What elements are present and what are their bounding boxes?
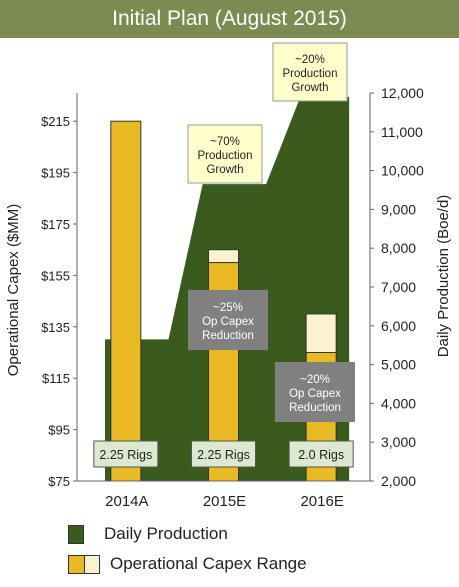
legend-item-capex: Operational Capex Range bbox=[68, 553, 307, 575]
rig-label-text: 2.0 Rigs bbox=[298, 448, 344, 462]
capex-range-2015E bbox=[208, 249, 239, 264]
callout-text: Op Capex bbox=[289, 388, 341, 400]
left-tick-label: $195 bbox=[41, 166, 70, 181]
callout-box bbox=[188, 290, 268, 350]
legend-item-production: Daily Production bbox=[68, 523, 228, 545]
left-tick-label: $175 bbox=[41, 217, 70, 232]
right-tick-label: 5,000 bbox=[381, 357, 416, 373]
right-tick-label: 7,000 bbox=[381, 279, 416, 295]
x-tick-label: 2016E bbox=[300, 493, 343, 510]
legend-label-production: Daily Production bbox=[104, 524, 228, 543]
left-axis-label: Operational Capex ($MM) bbox=[5, 204, 22, 377]
rig-label-text: 2.25 Rigs bbox=[99, 448, 152, 462]
chart-title: Initial Plan (August 2015) bbox=[0, 0, 459, 38]
callout-text: ~25% bbox=[213, 302, 243, 314]
callout-text: Reduction bbox=[202, 330, 254, 342]
callout-box bbox=[272, 42, 348, 102]
callout-box bbox=[187, 124, 263, 184]
left-tick-label: $135 bbox=[41, 320, 70, 335]
capex-bar-2014A bbox=[110, 120, 142, 482]
right-tick-label: 6,000 bbox=[381, 318, 416, 334]
left-tick-label: $95 bbox=[48, 423, 70, 438]
right-tick-label: 12,000 bbox=[381, 85, 424, 101]
callout-text: Growth bbox=[291, 82, 328, 94]
callout-text: ~20% bbox=[300, 374, 330, 386]
right-tick-label: 4,000 bbox=[381, 395, 416, 411]
capex-range-swatch bbox=[68, 554, 100, 574]
x-tick-label: 2015E bbox=[203, 493, 246, 510]
right-tick-label: 2,000 bbox=[381, 473, 416, 489]
rig-label-text: 2.25 Rigs bbox=[197, 448, 250, 462]
callout-box bbox=[275, 362, 355, 422]
left-tick-label: $155 bbox=[41, 268, 70, 283]
right-tick-label: 8,000 bbox=[381, 240, 416, 256]
right-tick-label: 3,000 bbox=[381, 434, 416, 450]
callout-text: Reduction bbox=[289, 402, 341, 414]
legend-label-capex: Operational Capex Range bbox=[110, 554, 307, 573]
right-tick-label: 11,000 bbox=[381, 124, 423, 140]
capex-range-light-swatch bbox=[84, 554, 100, 574]
callout-text: Growth bbox=[206, 164, 243, 176]
x-tick-label: 2014A bbox=[105, 493, 148, 510]
callout-text: Production bbox=[198, 150, 253, 162]
capex-range-2016E bbox=[305, 313, 337, 354]
right-axis-label: Daily Production (Boe/d) bbox=[435, 195, 452, 358]
left-tick-label: $115 bbox=[42, 371, 70, 386]
right-tick-label: 9,000 bbox=[381, 201, 416, 217]
callout-text: ~70% bbox=[210, 136, 240, 148]
production-swatch bbox=[68, 524, 84, 544]
callout-text: Production bbox=[283, 68, 338, 80]
callout-text: Op Capex bbox=[202, 316, 254, 328]
left-tick-label: $215 bbox=[41, 114, 70, 129]
rig-label-box bbox=[288, 440, 354, 468]
capex-swatch bbox=[68, 554, 84, 574]
rig-label-box bbox=[191, 440, 256, 468]
rig-label-box bbox=[93, 440, 159, 468]
left-tick-label: $75 bbox=[48, 474, 70, 489]
production-capex-chart: $75 $95 $115 $135 $155 $175 $195 $215 2,000 3,000… bbox=[5, 42, 452, 510]
callout-text: ~20% bbox=[295, 54, 325, 66]
right-tick-label: 10,000 bbox=[381, 163, 424, 179]
